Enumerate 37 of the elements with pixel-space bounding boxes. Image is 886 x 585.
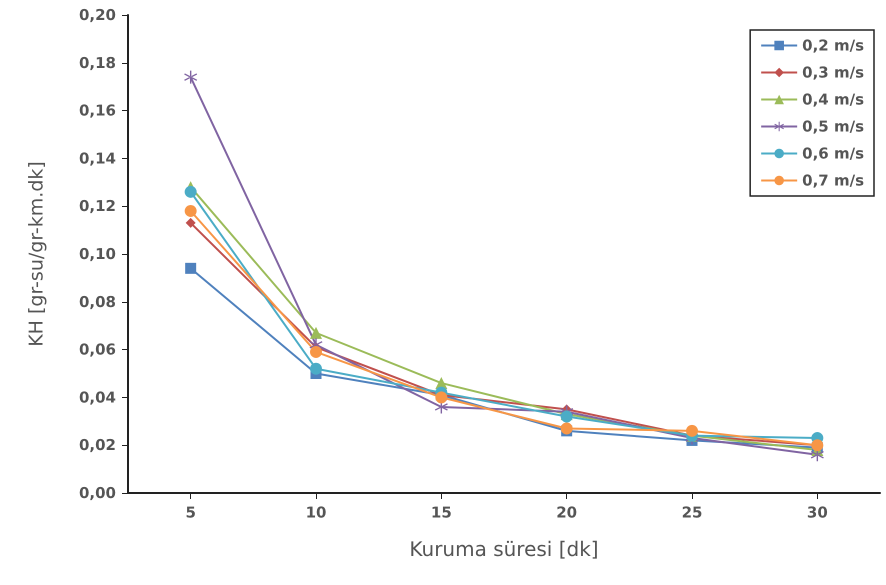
y-tick-label: 0,20 bbox=[78, 6, 116, 24]
y-axis-title: KH [gr-su/gr-km.dk] bbox=[26, 161, 48, 347]
point bbox=[310, 326, 322, 339]
y-tick-label: 0,10 bbox=[78, 245, 116, 263]
legend-label: 0,6 m/s bbox=[802, 144, 864, 162]
y-tick-label: 0,18 bbox=[78, 54, 116, 72]
x-tick-label: 5 bbox=[185, 504, 196, 522]
x-tick-label: 30 bbox=[806, 504, 828, 522]
point bbox=[435, 391, 448, 404]
point bbox=[184, 186, 197, 198]
legend-label: 0,2 m/s bbox=[802, 36, 864, 54]
legend-label: 0,7 m/s bbox=[802, 172, 864, 190]
y-tick-label: 0,08 bbox=[78, 292, 116, 311]
legend-label: 0,3 m/s bbox=[802, 64, 864, 82]
point bbox=[184, 204, 197, 217]
y-tick-label: 0,14 bbox=[78, 149, 116, 168]
point bbox=[560, 410, 573, 423]
point bbox=[560, 422, 573, 434]
point bbox=[184, 70, 198, 84]
y-tick-label: 0,12 bbox=[78, 197, 116, 216]
y-tick-label: 0,00 bbox=[78, 484, 116, 502]
y-tick-label: 0,16 bbox=[78, 102, 116, 120]
point bbox=[186, 218, 196, 228]
point bbox=[310, 362, 322, 375]
point bbox=[310, 346, 322, 358]
x-axis-title: Kuruma süresi [dk] bbox=[409, 537, 599, 561]
y-tick-label: 0,04 bbox=[78, 388, 116, 406]
x-tick-label: 25 bbox=[682, 504, 702, 522]
point bbox=[686, 424, 698, 437]
x-tick-label: 20 bbox=[556, 504, 578, 522]
y-tick-label: 0,06 bbox=[78, 340, 116, 359]
x-tick-label: 15 bbox=[430, 504, 452, 522]
legend-label: 0,5 m/s bbox=[802, 118, 864, 136]
x-tick-label: 10 bbox=[306, 504, 326, 522]
y-tick-label: 0,02 bbox=[78, 436, 116, 454]
legend-label: 0,4 m/s bbox=[802, 90, 864, 108]
point bbox=[185, 262, 196, 274]
